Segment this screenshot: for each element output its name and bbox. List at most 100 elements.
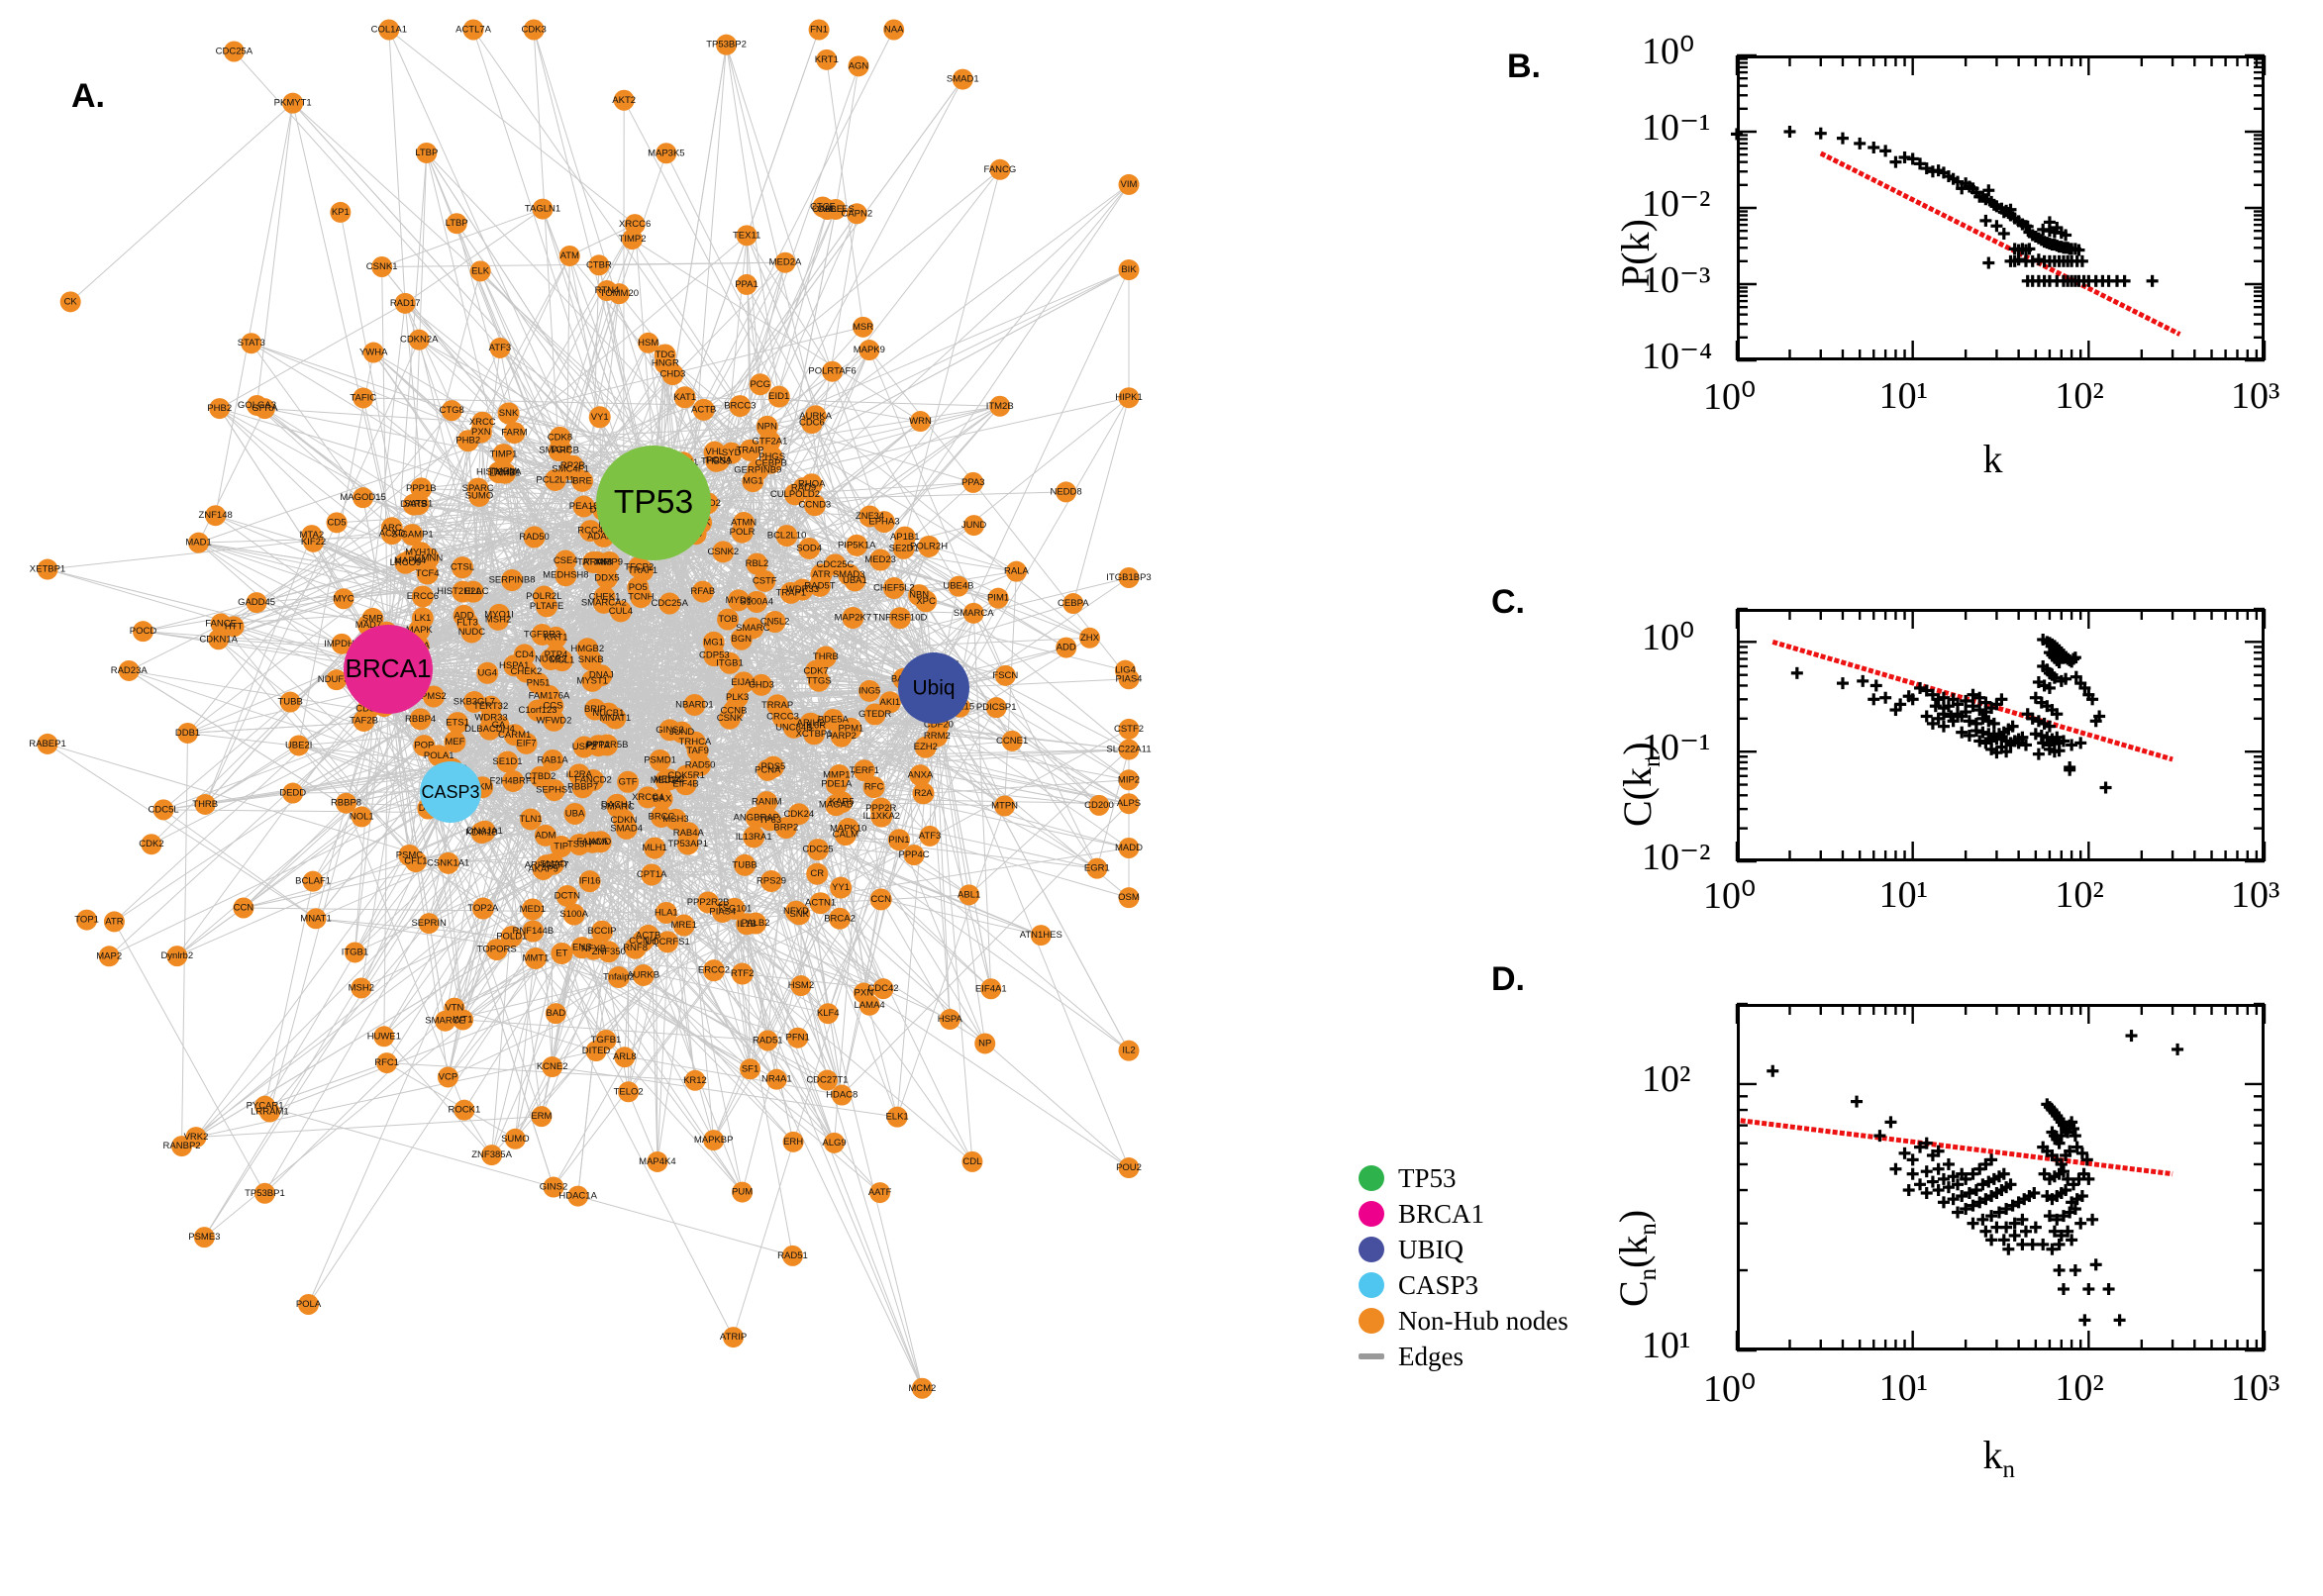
network-node[interactable]	[1118, 837, 1140, 858]
network-node[interactable]	[543, 779, 565, 802]
network-node[interactable]	[630, 586, 653, 609]
network-node[interactable]	[494, 461, 517, 484]
network-node[interactable]	[76, 909, 98, 931]
network-node[interactable]	[608, 283, 630, 305]
network-node[interactable]	[223, 41, 245, 62]
network-node[interactable]	[887, 829, 910, 851]
network-node[interactable]	[853, 982, 874, 1004]
network-node[interactable]	[1005, 560, 1027, 582]
network-node[interactable]	[791, 578, 814, 601]
network-node[interactable]	[765, 1068, 787, 1090]
network-node[interactable]	[336, 792, 357, 814]
network-node[interactable]	[919, 825, 941, 847]
network-node[interactable]	[805, 714, 828, 737]
network-node[interactable]	[749, 373, 771, 396]
network-node[interactable]	[617, 770, 640, 793]
network-node[interactable]	[542, 748, 564, 771]
network-node[interactable]	[782, 1131, 804, 1152]
network-node[interactable]	[814, 646, 837, 668]
network-node[interactable]	[912, 782, 935, 805]
network-node[interactable]	[719, 651, 742, 674]
network-node[interactable]	[253, 1182, 275, 1204]
network-node[interactable]	[632, 930, 655, 952]
network-node[interactable]	[869, 549, 892, 571]
network-node[interactable]	[479, 695, 502, 718]
network-node[interactable]	[353, 387, 374, 409]
network-node[interactable]	[756, 415, 778, 438]
network-node[interactable]	[759, 869, 782, 892]
network-node[interactable]	[446, 712, 468, 735]
network-node[interactable]	[524, 947, 547, 969]
network-node[interactable]	[476, 661, 499, 684]
network-node[interactable]	[656, 931, 679, 953]
network-node[interactable]	[614, 1047, 636, 1068]
network-node[interactable]	[1118, 1040, 1140, 1061]
network-node[interactable]	[656, 143, 677, 164]
network-node[interactable]	[545, 1003, 566, 1025]
network-node[interactable]	[705, 449, 728, 472]
network-node[interactable]	[828, 764, 851, 787]
network-node[interactable]	[607, 966, 630, 989]
network-node[interactable]	[613, 89, 635, 111]
network-node[interactable]	[1062, 593, 1084, 615]
network-node[interactable]	[781, 1245, 803, 1266]
network-node[interactable]	[333, 588, 354, 610]
network-node[interactable]	[717, 608, 740, 631]
network-node[interactable]	[711, 900, 734, 923]
network-node[interactable]	[584, 698, 607, 721]
network-node[interactable]	[297, 1294, 319, 1316]
network-node[interactable]	[132, 621, 153, 643]
network-node[interactable]	[1118, 387, 1140, 409]
network-node[interactable]	[683, 731, 706, 753]
network-node[interactable]	[782, 716, 805, 739]
network-node[interactable]	[37, 558, 58, 580]
network-node[interactable]	[939, 1009, 960, 1031]
network-node[interactable]	[784, 900, 807, 923]
network-node[interactable]	[380, 523, 403, 546]
network-node[interactable]	[915, 590, 938, 613]
network-node[interactable]	[872, 978, 894, 1000]
network-node[interactable]	[559, 458, 582, 481]
network-node[interactable]	[684, 1069, 706, 1091]
network-node[interactable]	[846, 203, 867, 225]
network-node[interactable]	[522, 920, 545, 943]
network-node[interactable]	[1086, 857, 1108, 879]
network-node[interactable]	[446, 213, 467, 235]
network-node[interactable]	[550, 439, 572, 461]
network-node[interactable]	[948, 575, 969, 597]
network-node[interactable]	[531, 1106, 553, 1128]
network-node[interactable]	[756, 791, 778, 814]
network-node[interactable]	[775, 525, 798, 548]
network-node[interactable]	[558, 245, 580, 266]
network-node[interactable]	[515, 660, 538, 683]
network-node[interactable]	[567, 1185, 589, 1207]
network-node[interactable]	[1118, 887, 1140, 909]
network-node[interactable]	[570, 937, 593, 959]
network-node[interactable]	[496, 750, 519, 773]
network-node[interactable]	[462, 691, 485, 714]
network-node[interactable]	[351, 977, 372, 999]
network-node[interactable]	[869, 797, 892, 820]
network-node[interactable]	[330, 201, 352, 223]
network-node[interactable]	[504, 1128, 526, 1149]
network-node[interactable]	[1056, 637, 1077, 658]
network-node[interactable]	[456, 611, 479, 634]
network-node[interactable]	[444, 731, 466, 753]
network-node[interactable]	[618, 1081, 640, 1103]
network-node[interactable]	[729, 395, 752, 418]
network-node[interactable]	[542, 1056, 563, 1078]
network-node[interactable]	[141, 834, 162, 855]
network-node[interactable]	[911, 1377, 933, 1399]
network-node[interactable]	[469, 260, 491, 282]
network-node[interactable]	[589, 831, 612, 853]
network-node[interactable]	[254, 1095, 276, 1117]
network-node[interactable]	[98, 946, 120, 967]
network-node[interactable]	[882, 576, 905, 599]
network-node[interactable]	[418, 913, 440, 935]
network-node[interactable]	[1118, 668, 1140, 690]
network-node[interactable]	[848, 55, 869, 77]
network-node[interactable]	[739, 439, 761, 461]
network-node[interactable]	[718, 707, 741, 730]
network-node[interactable]	[800, 412, 823, 435]
network-node[interactable]	[534, 824, 556, 847]
